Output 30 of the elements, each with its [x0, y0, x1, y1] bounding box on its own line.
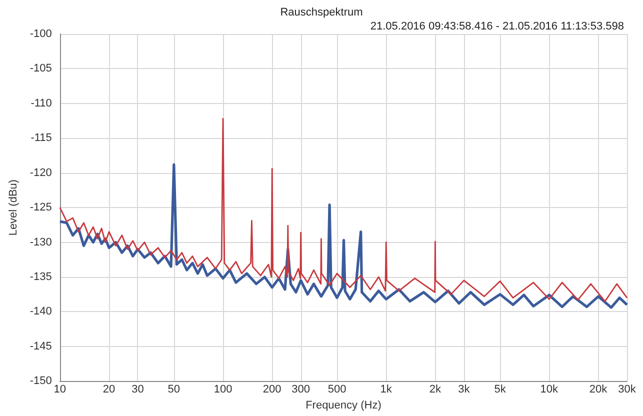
x-tick-label: 30 — [132, 384, 144, 396]
x-tick-label: 10 — [54, 384, 66, 396]
x-tick-label: 500 — [328, 384, 346, 396]
y-tick-label: -115 — [30, 132, 52, 144]
y-tick-label: -150 — [30, 375, 52, 388]
x-tick-label: 20k — [589, 384, 608, 396]
y-tick-label: -100 — [30, 28, 52, 40]
chart-title: Rauschspektrum — [280, 6, 363, 18]
y-tick-label: -145 — [30, 340, 52, 352]
x-tick-label: 2k — [429, 384, 442, 396]
y-tick-label: -125 — [30, 202, 52, 214]
y-tick-label: -105 — [30, 62, 52, 75]
x-tick-label: 100 — [214, 384, 232, 396]
x-tick-label: 50 — [168, 384, 180, 396]
x-tick-label: 5k — [494, 384, 506, 396]
x-axis-title: Frequency (Hz) — [306, 400, 382, 412]
x-tick-label: 300 — [292, 384, 310, 396]
chart-subtitle: 21.05.2016 09:43:58.416 - 21.05.2016 11:13:53.598 — [370, 20, 624, 32]
y-tick-label: -130 — [30, 236, 52, 248]
x-tick-label: 3k — [458, 384, 470, 396]
x-tick-label: 200 — [262, 384, 282, 396]
y-tick-label: -140 — [30, 306, 52, 318]
x-tick-label: 30k — [618, 384, 636, 396]
y-tick-label: -120 — [30, 166, 52, 179]
x-tick-label: 20 — [102, 384, 116, 396]
y-tick-label: -110 — [30, 97, 52, 110]
y-axis-title: Level (dBu) — [8, 179, 20, 236]
y-tick-label: -135 — [30, 270, 52, 283]
x-tick-label: 1k — [380, 384, 392, 396]
x-tick-label: 10k — [540, 384, 559, 396]
